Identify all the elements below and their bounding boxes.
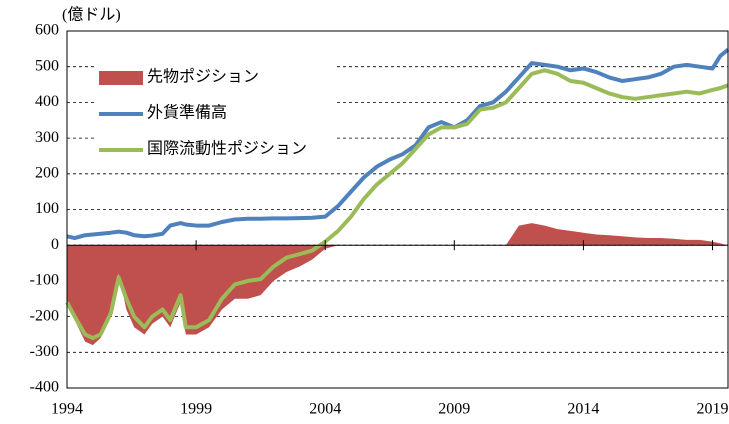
area: [67, 223, 728, 346]
x-tick-label: 2019: [697, 401, 729, 418]
y-tick-label: -100: [30, 272, 59, 289]
legend-swatch: [99, 71, 143, 85]
y-tick-label: 600: [35, 22, 59, 39]
x-tick-label: 1994: [51, 401, 83, 418]
y-tick-label: -200: [30, 307, 59, 324]
legend-label: 先物ポジション: [147, 68, 259, 86]
y-tick-label: 500: [35, 57, 59, 74]
y-tick-label: 400: [35, 93, 59, 110]
x-tick-label: 2004: [309, 401, 341, 418]
y-tick-label: 0: [51, 236, 59, 253]
legend-label: 国際流動性ポジション: [147, 140, 307, 158]
line: [65, 68, 729, 341]
line: [66, 48, 729, 241]
y-axis-label: (億ドル): [62, 6, 121, 24]
x-tick-label: 1999: [180, 401, 212, 418]
y-tick-label: 300: [35, 129, 59, 146]
y-tick-label: 200: [35, 164, 59, 181]
x-tick-label: 2014: [567, 401, 599, 418]
y-tick-label: 100: [35, 200, 59, 217]
y-tick-label: -300: [30, 343, 59, 360]
plot-frame: [66, 30, 729, 389]
y-tick-label: -400: [30, 379, 59, 396]
x-tick-label: 2009: [438, 401, 470, 418]
legend-label: 外貨準備高: [147, 104, 227, 122]
